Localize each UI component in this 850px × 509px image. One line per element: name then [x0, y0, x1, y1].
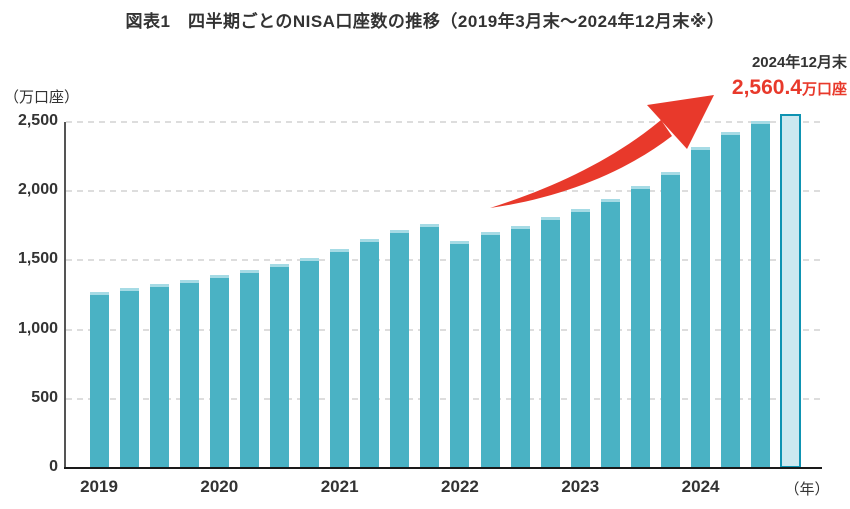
x-axis-line — [64, 467, 822, 469]
y-tick-0: 0 — [49, 458, 58, 475]
annotation-value-unit: 万口座 — [801, 80, 847, 98]
bar-2021-3 — [330, 248, 350, 468]
bar-2020-6 — [239, 269, 259, 468]
bar-2019-9 — [149, 283, 169, 468]
x-label-2023: 2023 — [561, 477, 600, 496]
bar-2020-3 — [209, 274, 229, 468]
y-axis-unit-label: （万口座） — [4, 89, 80, 106]
gridline-2500 — [66, 121, 820, 123]
gridline-2000 — [66, 190, 820, 193]
chart-title: 図表1 四半期ごとのNISA口座数の推移（2019年3月末～2024年12月末※… — [125, 12, 725, 31]
bar-2022-9 — [510, 225, 530, 468]
plot-area — [65, 113, 822, 468]
y-tick-1000: 1,000 — [17, 319, 58, 337]
gridline-1500 — [66, 259, 820, 262]
gridline-500 — [66, 397, 820, 400]
bar-2023-6 — [600, 199, 620, 468]
bar-2024-9 — [751, 120, 771, 468]
bar-2024-3 — [691, 146, 711, 468]
bar-2022-12 — [540, 217, 560, 468]
annotation-date-label: 2024年12月末 — [751, 54, 847, 71]
bar-2023-12 — [661, 172, 681, 468]
bar-2021-12 — [420, 223, 440, 468]
y-axis-line — [64, 122, 66, 468]
y-tick-500: 500 — [31, 388, 58, 406]
bar-2019-6 — [119, 288, 139, 468]
bar-2023-9 — [630, 186, 650, 468]
y-tick-1500: 1,500 — [17, 250, 58, 268]
bar-2022-3 — [450, 240, 470, 468]
bar-2020-9 — [269, 264, 289, 468]
x-label-2024: 2024 — [681, 477, 720, 496]
gridline-1000 — [66, 328, 820, 331]
bar-2019-12 — [179, 280, 199, 468]
y-tick-2000: 2,000 — [17, 181, 58, 199]
bar-2021-6 — [360, 238, 380, 468]
bar-2019-3 — [89, 291, 109, 468]
x-label-2021: 2021 — [320, 477, 359, 496]
annotation-value-number: 2,560.4 — [731, 75, 802, 99]
x-axis-unit-label: （年） — [784, 481, 830, 498]
x-label-2019: 2019 — [80, 477, 118, 496]
bar-2020-12 — [300, 257, 320, 468]
bar-2021-9 — [390, 230, 410, 468]
bar-2024-6 — [721, 131, 741, 468]
bar-2023-3 — [570, 208, 590, 468]
bar-2022-6 — [480, 232, 500, 468]
x-label-2020: 2020 — [200, 477, 239, 496]
x-label-2022: 2022 — [441, 477, 479, 496]
annotation-value-label: 2,560.4万口座 — [732, 75, 847, 101]
last-value-annotation: 2024年12月末 2,560.4万口座 — [732, 54, 847, 101]
bar-2024-12 — [780, 113, 802, 468]
y-tick-2500: 2,500 — [17, 112, 58, 129]
